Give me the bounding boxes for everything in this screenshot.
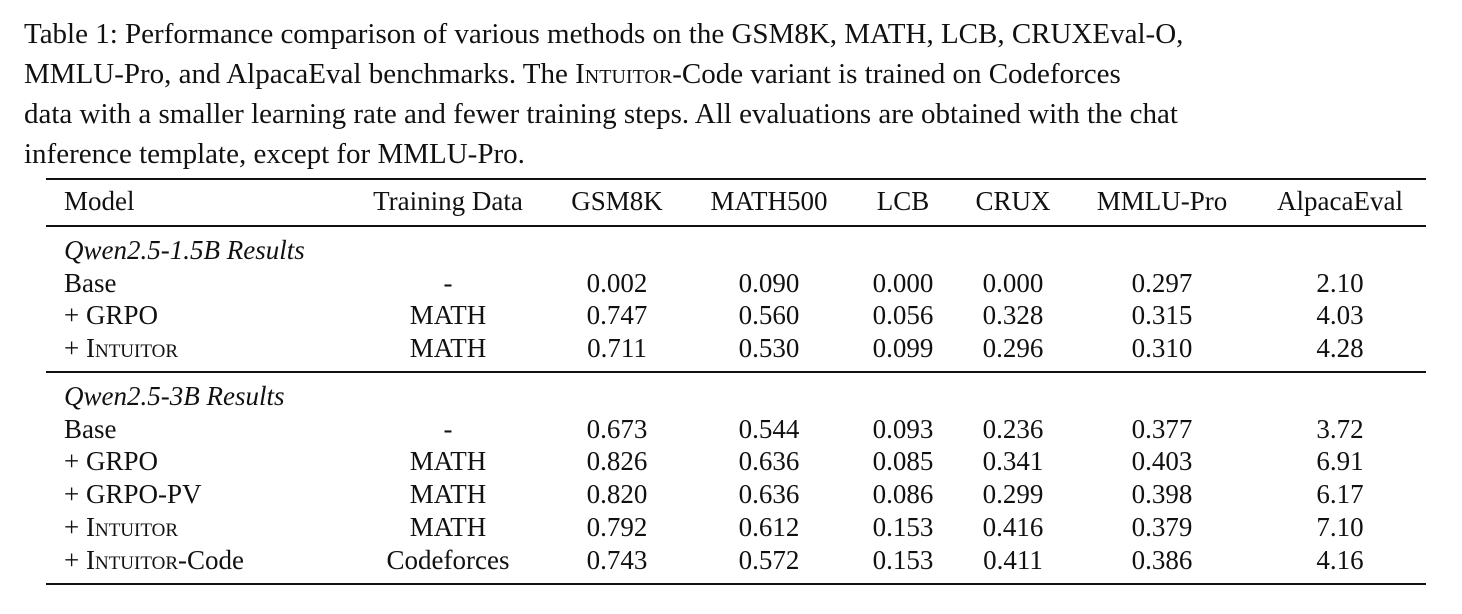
model-cell: Base (64, 413, 116, 445)
top-rule (46, 178, 1426, 180)
training-data-cell: MATH (409, 511, 487, 542)
header-alpacaeval: AlpacaEval (1277, 186, 1403, 216)
gsm8k-cell: 0.792 (586, 511, 648, 542)
table-caption: Table 1: Performance comparison of vario… (24, 14, 1454, 174)
group-divider-rule (46, 371, 1426, 373)
mmlu-pro-cell: 0.398 (1131, 479, 1193, 510)
mmlu-pro-cell: 0.297 (1131, 267, 1193, 298)
lcb-cell: 0.153 (872, 511, 934, 542)
model-prefix: Base (64, 267, 117, 298)
mmlu-pro-cell: 0.377 (1131, 413, 1193, 444)
mmlu-pro-cell: 0.386 (1131, 544, 1193, 575)
training-data-cell: Codeforces (386, 544, 510, 575)
alpacaeval-cell: 4.03 (1316, 300, 1364, 331)
training-data-cell: - (443, 267, 453, 298)
alpacaeval-cell: 6.91 (1316, 446, 1364, 477)
gsm8k-cell: 0.826 (586, 446, 648, 477)
crux-cell: 0.416 (982, 511, 1044, 542)
alpacaeval-cell: 3.72 (1316, 413, 1364, 444)
model-suffix: -Code (178, 544, 244, 575)
header-math500: MATH500 (710, 186, 828, 216)
header-mmlu-pro: MMLU-Pro (1096, 186, 1228, 216)
training-data-cell: MATH (409, 333, 487, 364)
math500-cell: 0.090 (738, 267, 800, 298)
header-rule (46, 225, 1426, 227)
model-cell: Base (64, 267, 116, 299)
model-cell: + GRPO (64, 299, 158, 331)
model-method-name: Intuitor (85, 544, 179, 575)
math500-cell: 0.572 (738, 544, 800, 575)
gsm8k-cell: 0.743 (586, 544, 648, 575)
crux-cell: 0.296 (982, 333, 1044, 364)
alpacaeval-cell: 7.10 (1316, 511, 1364, 542)
lcb-cell: 0.153 (872, 544, 934, 575)
math500-cell: 0.544 (738, 413, 800, 444)
model-prefix: + (64, 544, 86, 575)
caption-line-4: inference template, except for MMLU-Pro. (24, 138, 525, 170)
training-data-cell: - (443, 413, 453, 444)
lcb-cell: 0.056 (872, 300, 934, 331)
crux-cell: 0.328 (982, 300, 1044, 331)
caption-line-2: MMLU-Pro, and AlpacaEval benchmarks. The… (24, 54, 1454, 94)
training-data-cell: MATH (409, 446, 487, 477)
alpacaeval-cell: 2.10 (1316, 267, 1364, 298)
alpacaeval-cell: 4.28 (1316, 333, 1364, 364)
model-prefix: + GRPO (64, 446, 158, 477)
model-cell: + GRPO-PV (64, 478, 202, 510)
header-crux: CRUX (975, 186, 1051, 216)
header-gsm8k: GSM8K (571, 186, 663, 216)
header-training-data: Training Data (373, 186, 523, 216)
mmlu-pro-cell: 0.403 (1131, 446, 1193, 477)
gsm8k-cell: 0.747 (586, 300, 648, 331)
gsm8k-cell: 0.002 (586, 267, 648, 298)
group-title: Qwen2.5-3B Results (64, 381, 285, 411)
math500-cell: 0.636 (738, 446, 800, 477)
model-cell: + Intuitor (64, 511, 178, 543)
model-cell: + Intuitor-Code (64, 544, 244, 576)
math500-cell: 0.636 (738, 479, 800, 510)
caption-line-3: data with a smaller learning rate and fe… (24, 98, 1178, 130)
model-prefix: Base (64, 413, 117, 444)
math500-cell: 0.560 (738, 300, 800, 331)
model-prefix: + GRPO-PV (64, 479, 202, 510)
caption-text: -Code variant is trained on Codeforces (672, 58, 1121, 90)
crux-cell: 0.000 (982, 267, 1044, 298)
header-model: Model (64, 186, 135, 216)
header-lcb: LCB (876, 186, 930, 216)
crux-cell: 0.411 (983, 544, 1043, 575)
model-method-name: Intuitor (85, 511, 179, 542)
gsm8k-cell: 0.711 (587, 333, 647, 364)
math500-cell: 0.612 (738, 511, 800, 542)
lcb-cell: 0.000 (872, 267, 934, 298)
training-data-cell: MATH (409, 300, 487, 331)
alpacaeval-cell: 4.16 (1316, 544, 1364, 575)
math500-cell: 0.530 (738, 333, 800, 364)
model-cell: + GRPO (64, 445, 158, 477)
lcb-cell: 0.086 (872, 479, 934, 510)
mmlu-pro-cell: 0.379 (1131, 511, 1193, 542)
lcb-cell: 0.093 (872, 413, 934, 444)
crux-cell: 0.341 (982, 446, 1044, 477)
caption-text: MMLU-Pro, and AlpacaEval benchmarks. The (24, 58, 576, 90)
bottom-rule (46, 583, 1426, 585)
crux-cell: 0.299 (982, 479, 1044, 510)
alpacaeval-cell: 6.17 (1316, 479, 1364, 510)
caption-method-name: Intuitor (575, 58, 673, 90)
lcb-cell: 0.099 (872, 333, 934, 364)
gsm8k-cell: 0.673 (586, 413, 648, 444)
group-title: Qwen2.5-1.5B Results (64, 235, 305, 265)
model-method-name: Intuitor (85, 333, 179, 364)
model-prefix: + GRPO (64, 300, 158, 331)
gsm8k-cell: 0.820 (586, 479, 648, 510)
mmlu-pro-cell: 0.310 (1131, 333, 1193, 364)
model-cell: + Intuitor (64, 332, 178, 364)
crux-cell: 0.236 (982, 413, 1044, 444)
lcb-cell: 0.085 (872, 446, 934, 477)
caption-line-1: Table 1: Performance comparison of vario… (24, 18, 1184, 50)
model-prefix: + (64, 333, 86, 364)
model-prefix: + (64, 511, 86, 542)
mmlu-pro-cell: 0.315 (1131, 300, 1193, 331)
training-data-cell: MATH (409, 479, 487, 510)
